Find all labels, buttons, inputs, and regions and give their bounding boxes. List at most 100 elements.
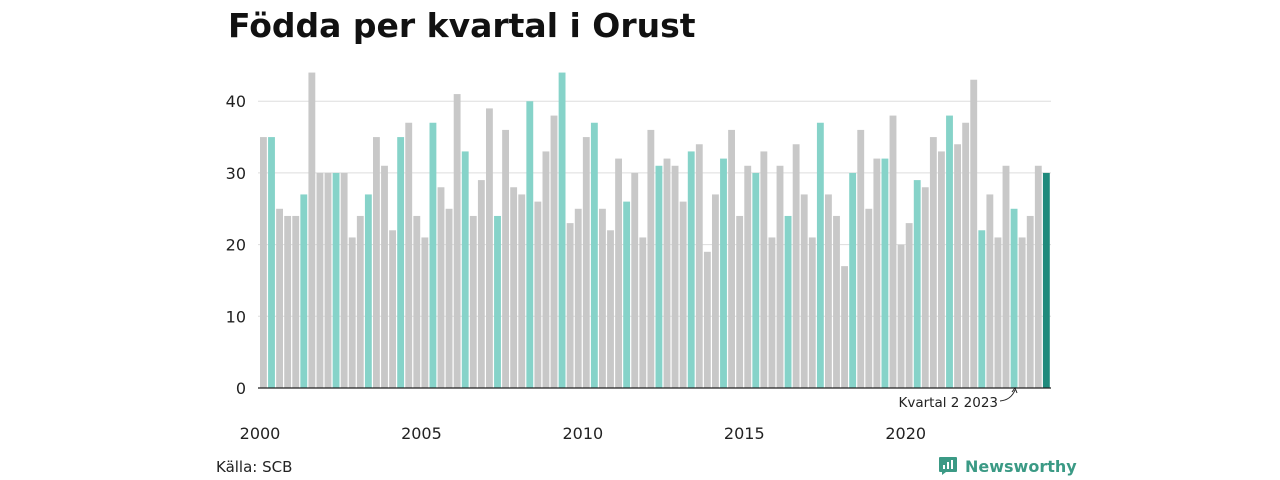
bar: [938, 151, 945, 388]
bar: [397, 137, 405, 388]
bar: [542, 151, 550, 388]
bar: [1018, 237, 1026, 388]
bar: [663, 158, 671, 388]
bar: [1042, 172, 1050, 388]
x-tick-label: 2010: [562, 424, 603, 443]
bar: [808, 237, 816, 388]
bar: [550, 115, 558, 388]
bar: [921, 187, 929, 388]
bar: [849, 172, 857, 388]
bar: [970, 79, 978, 389]
bar: [340, 172, 348, 388]
bar: [348, 237, 356, 388]
y-tick-label: 30: [226, 164, 246, 183]
bar: [1002, 165, 1010, 388]
bar: [429, 122, 437, 388]
bar: [816, 122, 824, 388]
bar: [268, 137, 275, 388]
bar: [510, 187, 518, 388]
bar: [590, 122, 598, 388]
bar: [744, 165, 752, 388]
annotation-label: Kvartal 2 2023: [898, 395, 998, 411]
bar: [558, 72, 566, 388]
bar: [962, 122, 970, 388]
bar: [712, 194, 719, 388]
bar: [833, 215, 840, 388]
chart-title: Födda per kvartal i Orust: [228, 6, 696, 45]
bar: [720, 158, 727, 388]
bar: [631, 172, 639, 388]
bar: [913, 180, 921, 388]
x-tick-label: 2005: [401, 424, 442, 443]
source-note: Källa: SCB: [216, 458, 293, 476]
bar: [494, 215, 501, 388]
bar: [453, 94, 461, 388]
bar: [469, 215, 477, 388]
bar: [292, 215, 300, 388]
bar: [461, 151, 469, 388]
bar: [364, 194, 372, 388]
bar: [881, 158, 889, 388]
bar: [841, 266, 848, 388]
bar: [946, 115, 953, 388]
bar: [276, 208, 283, 388]
bar: [316, 172, 324, 388]
bar: [389, 230, 396, 388]
bar: [929, 137, 937, 388]
bar: [582, 137, 590, 388]
annotation-arrowhead: [1011, 386, 1018, 394]
bar: [784, 215, 792, 388]
bar: [437, 187, 445, 388]
bar: [679, 201, 687, 388]
bar: [655, 165, 663, 388]
bars: [260, 72, 1050, 389]
bar: [526, 101, 534, 389]
bar: [994, 237, 1002, 388]
annotation: Kvartal 2 2023: [898, 386, 1018, 411]
bar: [260, 137, 267, 388]
bar: [825, 194, 832, 388]
bar: [405, 122, 413, 388]
bar: [752, 172, 760, 388]
bar: [768, 237, 776, 388]
newsworthy-logo-icon: [939, 457, 957, 475]
bar: [1034, 165, 1042, 388]
y-axis-ticks: 0 10 20 30 40: [226, 92, 246, 398]
brand-name: Newsworthy: [965, 456, 1077, 476]
bar: [324, 172, 332, 388]
bar: [445, 208, 453, 388]
bar: [687, 151, 695, 388]
bar: [574, 208, 582, 388]
bar: [300, 194, 308, 388]
bar: [332, 172, 340, 388]
bar: [728, 129, 735, 389]
bar: [792, 144, 800, 388]
bar: [308, 72, 316, 388]
bar: [857, 129, 865, 389]
bar: [873, 158, 881, 388]
annotation-arrow: [999, 389, 1016, 402]
bar: [865, 208, 873, 388]
y-tick-label: 10: [226, 307, 246, 326]
bar: [639, 237, 647, 388]
bar: [736, 215, 744, 388]
brand-logo[interactable]: Newsworthy: [938, 456, 1077, 476]
y-tick-label: 0: [236, 379, 246, 398]
bar: [502, 129, 509, 389]
bar: [800, 194, 808, 388]
bar: [760, 151, 768, 388]
bar: [356, 215, 364, 388]
bar: [421, 237, 429, 388]
bar: [413, 215, 421, 388]
bar: [703, 251, 711, 388]
bar: [954, 144, 961, 388]
bar: [695, 144, 703, 388]
bar: [599, 208, 606, 388]
bar: [518, 194, 526, 388]
bar: [607, 230, 614, 388]
x-tick-label: 2000: [240, 424, 281, 443]
y-tick-label: 40: [226, 92, 246, 111]
bar: [373, 137, 380, 388]
x-tick-label: 2015: [724, 424, 765, 443]
